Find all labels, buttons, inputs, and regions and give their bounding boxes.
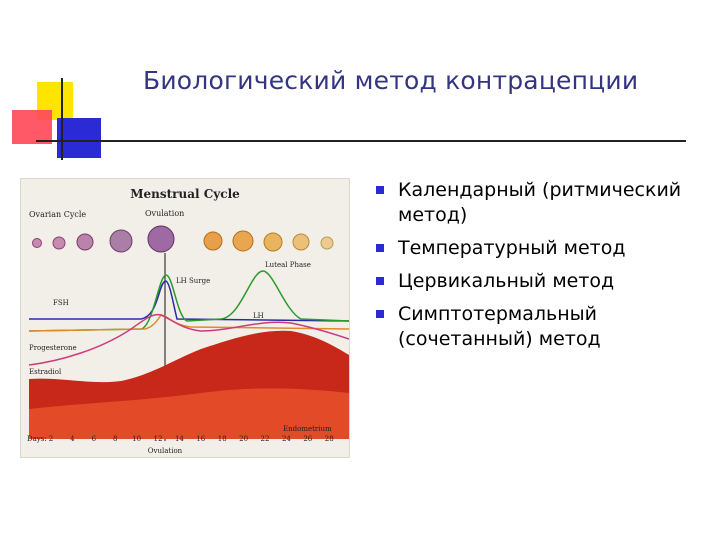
method-item: Цервикальный метод xyxy=(374,269,704,294)
day-tick-label: 18 xyxy=(218,435,227,443)
decor-vertical-line xyxy=(61,78,63,160)
day-tick-label: 12 xyxy=(154,435,163,443)
label-lh: LH xyxy=(253,312,264,320)
method-item: Температурный метод xyxy=(374,236,704,261)
method-item: Календарный (ритмический метод) xyxy=(374,178,704,228)
day-tick-label: 20 xyxy=(239,435,248,443)
method-label: Температурный метод xyxy=(398,237,626,259)
methods-list: Календарный (ритмический метод) Температу… xyxy=(374,178,704,360)
day-tick-label: 2 xyxy=(49,435,53,443)
follicle-icon xyxy=(109,229,133,253)
square-bullet-icon xyxy=(376,186,384,194)
day-tick-label: 6 xyxy=(92,435,97,443)
day-tick-label: 16 xyxy=(196,435,205,443)
decor-red-square xyxy=(12,110,52,144)
label-fsh: FSH xyxy=(53,299,69,307)
follicle-icon xyxy=(52,236,66,250)
day-tick-label: 24 xyxy=(282,435,291,443)
square-bullet-icon xyxy=(376,310,384,318)
method-label: Симптотермальный (сочетанный) метод xyxy=(398,303,601,350)
endometrium-base xyxy=(29,388,349,439)
day-tick-label: 10 xyxy=(132,435,141,443)
corpus-luteum-icon xyxy=(203,231,223,251)
title-underline xyxy=(36,140,686,142)
day-axis: 2 4 6 8 10 12 14 16 18 20 22 24 26 28 xyxy=(49,435,334,443)
figure-title: Menstrual Cycle xyxy=(130,187,240,201)
follicle-row xyxy=(32,225,334,253)
label-days: Days: xyxy=(27,435,47,443)
slide-title: Биологический метод контрацепции xyxy=(143,66,639,95)
decor-blue-square xyxy=(57,118,101,158)
label-ovulation-bottom: Ovulation xyxy=(148,447,183,455)
label-ovulation-top: Ovulation xyxy=(145,209,184,218)
follicle-icon xyxy=(32,238,42,248)
day-tick-label: 28 xyxy=(325,435,334,443)
label-estradiol: Estradiol xyxy=(29,368,62,376)
method-label: Цервикальный метод xyxy=(398,270,615,292)
square-bullet-icon xyxy=(376,244,384,252)
label-lh-surge: LH Surge xyxy=(176,277,210,285)
label-ovarian-cycle: Ovarian Cycle xyxy=(29,210,86,219)
day-tick-label: 22 xyxy=(261,435,270,443)
corpus-luteum-icon xyxy=(263,232,283,252)
square-bullet-icon xyxy=(376,277,384,285)
method-item: Симптотермальный (сочетанный) метод xyxy=(374,302,704,352)
day-tick-label: 4 xyxy=(70,435,75,443)
fsh-curve xyxy=(29,280,349,322)
corpus-luteum-icon xyxy=(292,233,310,251)
day-tick-label: 26 xyxy=(303,435,312,443)
label-luteal-phase: Luteal Phase xyxy=(265,261,311,269)
follicle-icon xyxy=(76,233,94,251)
estradiol-curve xyxy=(28,313,349,366)
day-tick-label: 14 xyxy=(175,435,184,443)
label-progesterone: Progesterone xyxy=(29,344,77,352)
follicle-icon xyxy=(147,225,175,253)
method-label: Календарный (ритмический метод) xyxy=(398,179,682,226)
corpus-luteum-icon xyxy=(320,236,334,250)
corpus-luteum-icon xyxy=(232,230,254,252)
label-endometrium: Endometrium xyxy=(283,425,332,433)
day-tick-label: 8 xyxy=(113,435,117,443)
menstrual-cycle-figure: Menstrual Cycle Ovarian Cycle Ovulation … xyxy=(20,178,350,458)
lh-curve xyxy=(28,270,349,332)
menstrual-cycle-diagram: Menstrual Cycle Ovarian Cycle Ovulation … xyxy=(27,187,349,455)
